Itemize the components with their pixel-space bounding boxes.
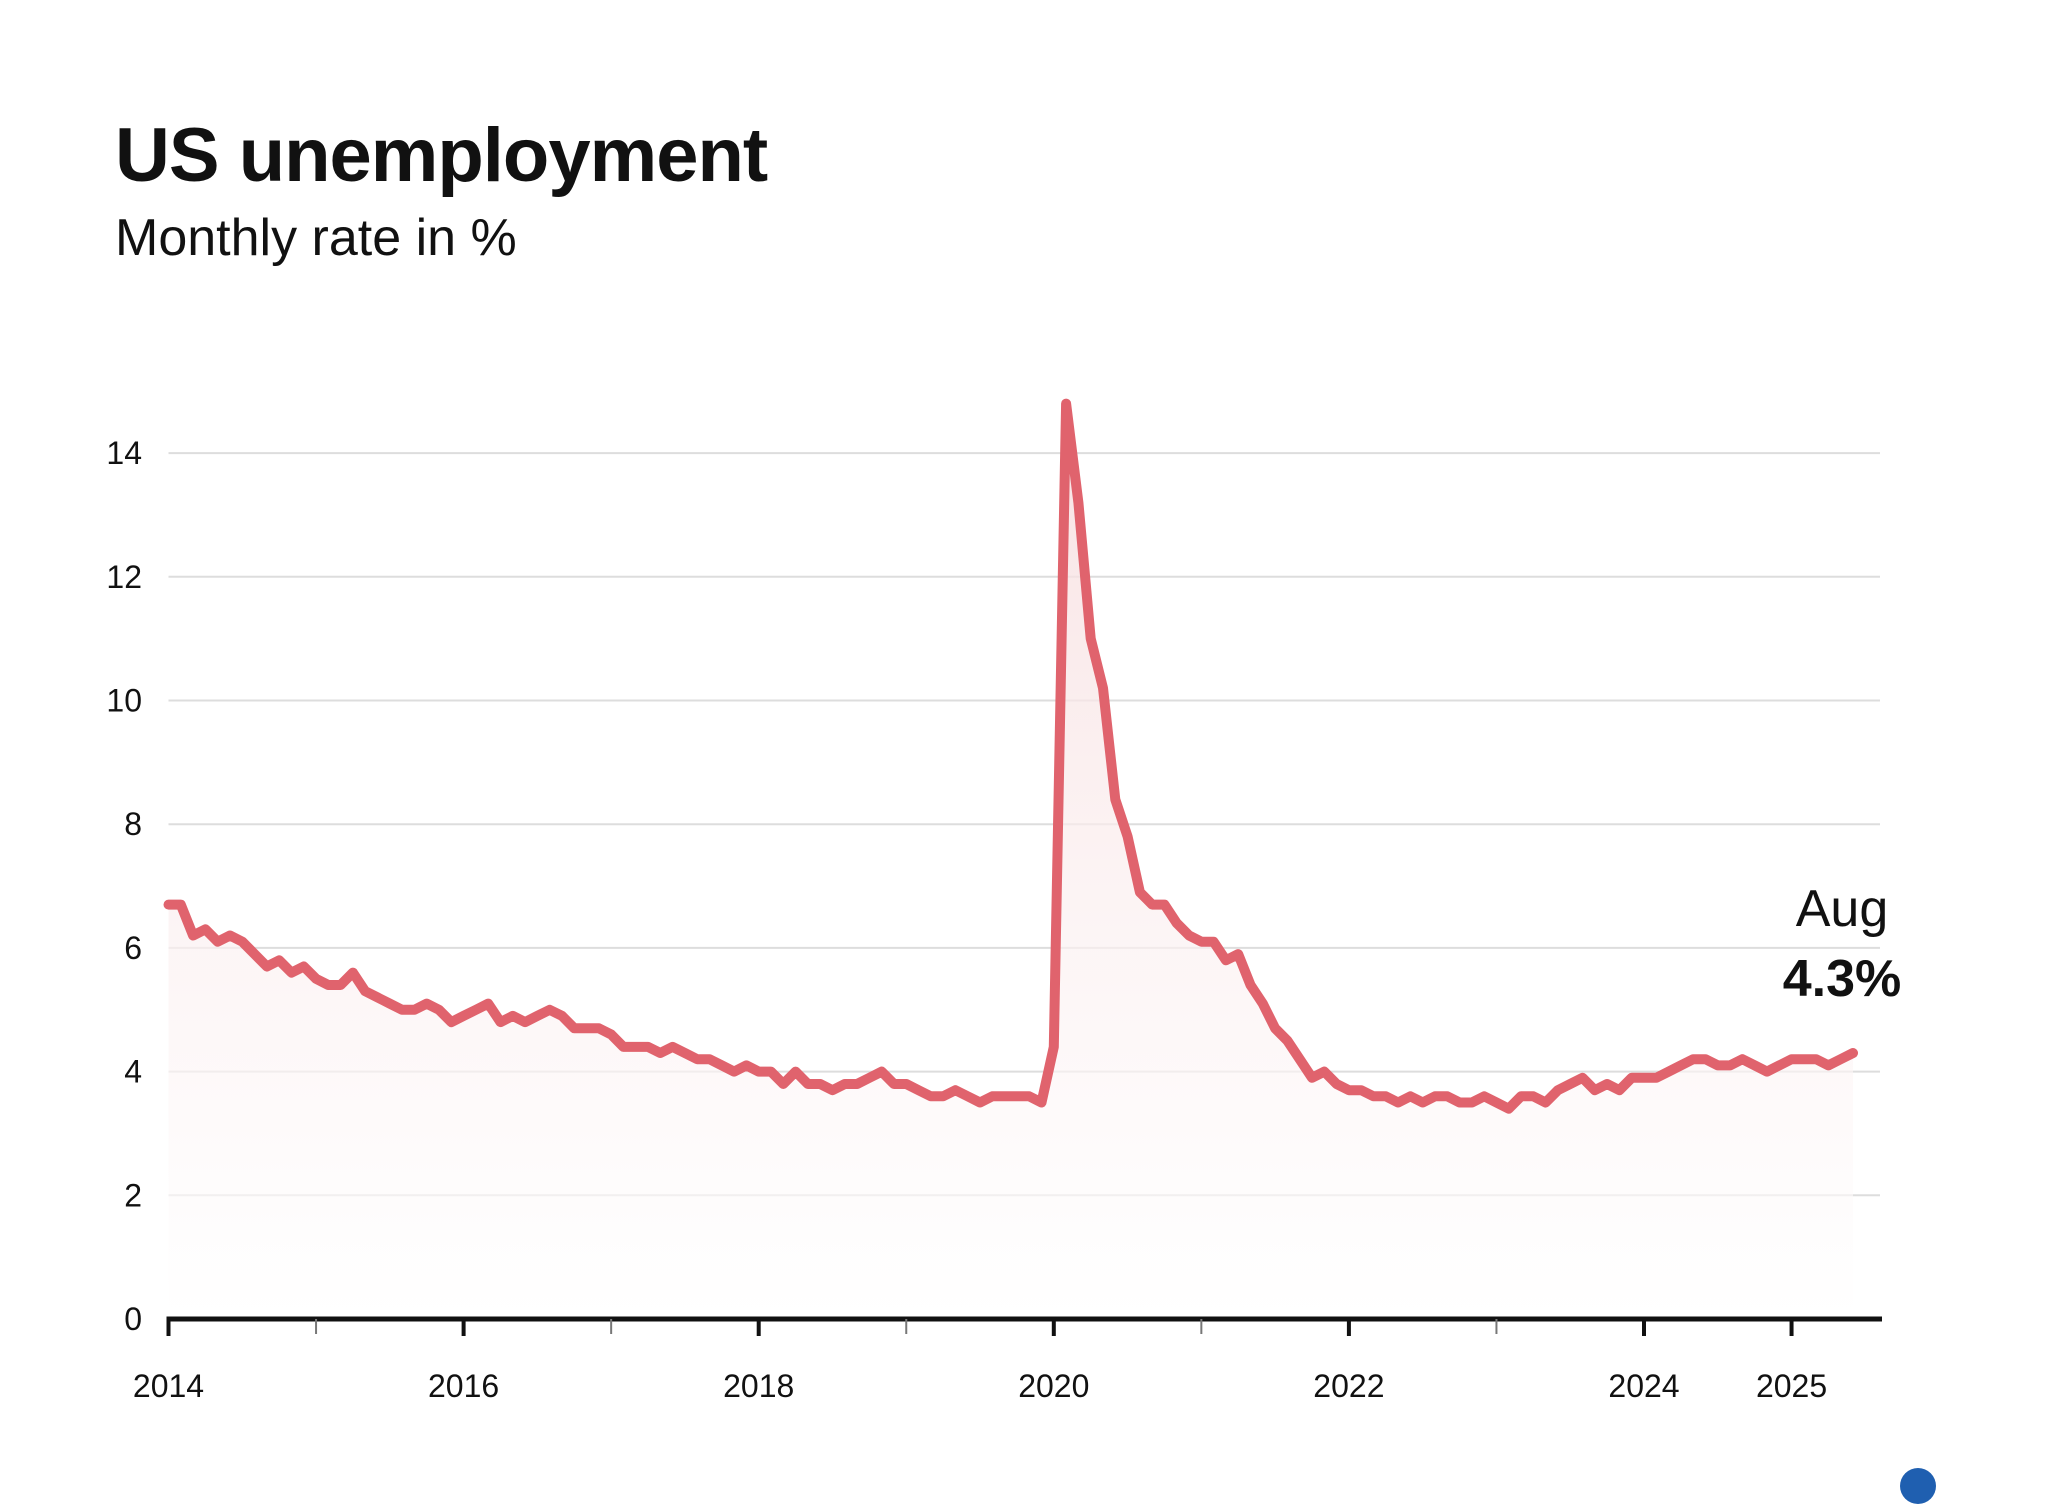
- chart-title: US unemployment: [115, 113, 768, 198]
- x-tick-label: 2024: [1608, 1368, 1679, 1404]
- y-tick-label: 0: [124, 1301, 142, 1337]
- x-tick-label: 2022: [1313, 1368, 1384, 1404]
- y-tick-label: 4: [124, 1054, 142, 1090]
- y-tick-label: 10: [106, 683, 142, 719]
- y-tick-label: 14: [106, 435, 142, 471]
- y-axis-labels: 0 2 4 6 8 10 12 14: [106, 435, 142, 1337]
- x-axis: 2014 2016 2018 2020 2022 2024 2025: [133, 1316, 1882, 1404]
- x-tick-label: 2020: [1018, 1368, 1089, 1404]
- y-tick-label: 12: [106, 559, 142, 595]
- x-tick-label: 2014: [133, 1368, 204, 1404]
- y-tick-label: 6: [124, 930, 142, 966]
- annotation-month: Aug: [1796, 880, 1889, 938]
- annotation-value: 4.3%: [1783, 950, 1902, 1008]
- area-fill: [168, 403, 1853, 1320]
- y-tick-label: 8: [124, 806, 142, 842]
- x-tick-label: 2025: [1756, 1368, 1827, 1404]
- x-tick-label: 2018: [723, 1368, 794, 1404]
- chart-subtitle: Monthly rate in %: [115, 209, 517, 267]
- logo-badge: [1900, 1468, 1936, 1504]
- x-tick-label: 2016: [428, 1368, 499, 1404]
- series-line: [163, 398, 1858, 1114]
- y-tick-label: 2: [124, 1177, 142, 1213]
